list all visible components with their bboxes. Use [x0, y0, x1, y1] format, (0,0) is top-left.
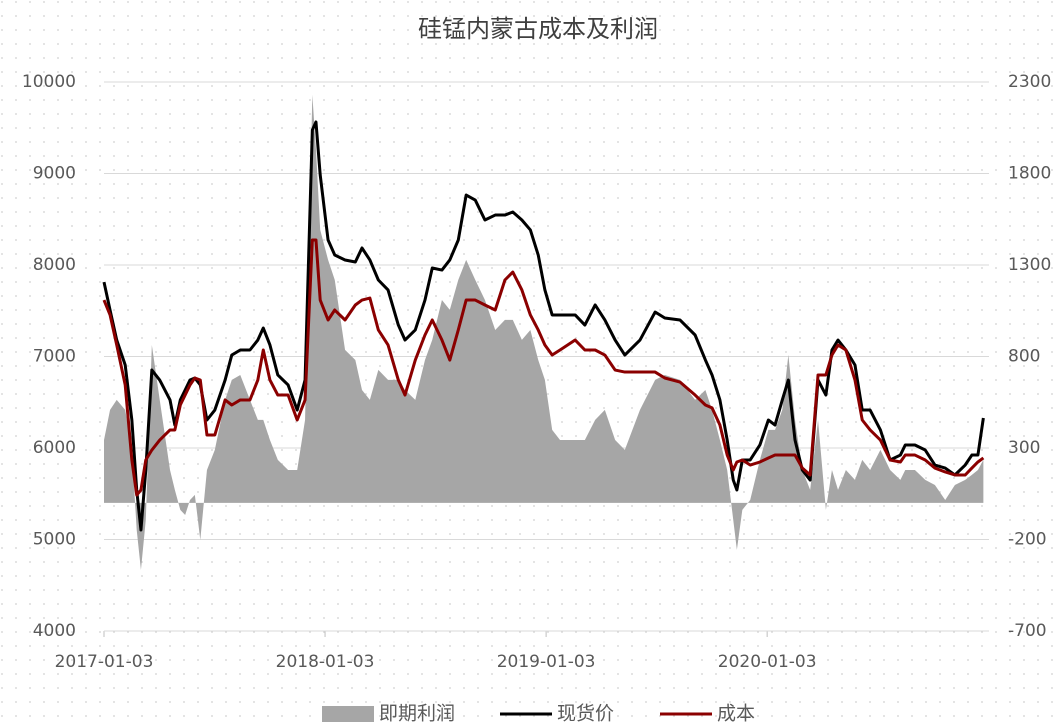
- y2-tick-label: 800: [1008, 347, 1040, 367]
- y-tick-label: 5000: [33, 530, 76, 550]
- legend-label: 成本: [717, 703, 755, 725]
- y2-tick-label: 2300: [1008, 72, 1051, 92]
- y-tick-label: 9000: [33, 164, 76, 184]
- legend-label: 即期利润: [379, 703, 455, 725]
- price-line: [102, 120, 985, 532]
- price-line: [102, 238, 985, 497]
- y2-tick-label: 300: [1008, 438, 1040, 458]
- x-tick-label: 2017-01-03: [55, 652, 154, 672]
- y2-tick-label: -700: [1008, 621, 1047, 641]
- x-tick-label: 2020-01-03: [718, 652, 817, 672]
- y2-tick-label: -200: [1008, 530, 1047, 550]
- y2-tick-label: 1300: [1008, 255, 1051, 275]
- y-tick-label: 10000: [22, 72, 76, 92]
- chart-title: 硅锰内蒙古成本及利润: [418, 15, 658, 43]
- x-tick-label: 2018-01-03: [276, 652, 375, 672]
- y-tick-label: 8000: [33, 255, 76, 275]
- y2-tick-label: 1800: [1008, 164, 1051, 184]
- legend-label: 现货价: [557, 703, 614, 725]
- x-tick-label: 2019-01-03: [497, 652, 596, 672]
- y-tick-label: 4000: [33, 621, 76, 641]
- y-tick-label: 7000: [33, 347, 76, 367]
- profit-area: [104, 94, 984, 570]
- legend-swatch: [322, 706, 374, 722]
- y-tick-label: 6000: [33, 438, 76, 458]
